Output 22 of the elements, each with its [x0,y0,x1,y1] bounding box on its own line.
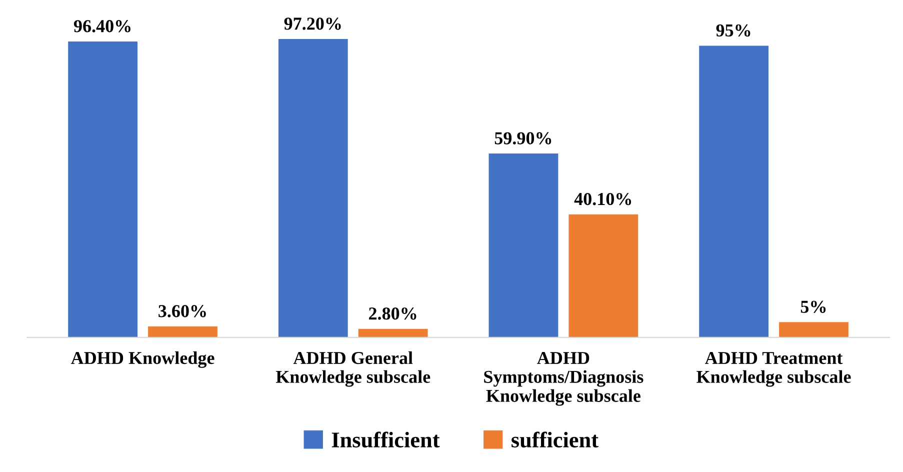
data-label: 3.60% [158,305,206,318]
bar [278,39,348,338]
x-tick-label: ADHD Treatment Knowledge subscale [696,352,851,387]
data-label: 2.80% [369,307,416,320]
data-label: 95% [716,24,750,37]
x-tick-label: ADHD Symptoms/Diagnosis Knowledge subscale [484,352,644,406]
data-label: 40.10% [574,192,632,206]
bar [568,214,638,338]
x-tick-label: ADHD General Knowledge subscale [276,351,430,387]
data-label: 97.20% [284,18,341,30]
legend-label: Insufficient [332,432,440,448]
legend-label: sufficient [512,432,598,448]
data-label: 96.40% [74,20,130,32]
bar [358,328,428,338]
x-tick-label: ADHD Knowledge [70,351,214,368]
bar [68,41,138,338]
bar [488,154,558,338]
data-label: 5% [800,300,826,313]
data-label: 59.90% [494,132,552,144]
bar [699,46,769,338]
bar [779,322,848,338]
bar [148,326,218,338]
